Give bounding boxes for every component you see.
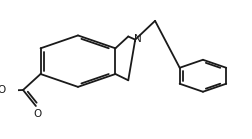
Text: O: O: [33, 109, 41, 119]
Text: O: O: [0, 85, 6, 95]
Text: N: N: [134, 34, 142, 44]
